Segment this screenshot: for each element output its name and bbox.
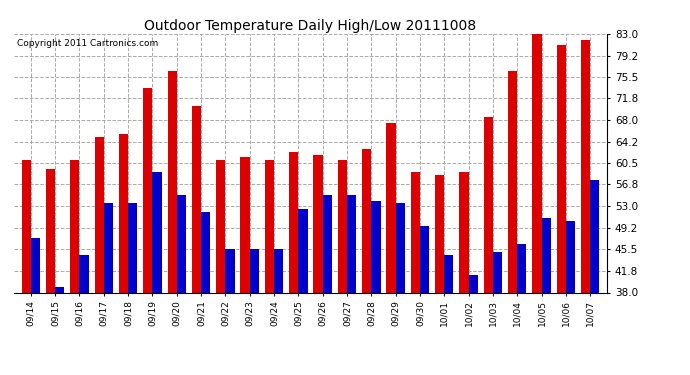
Bar [265,160,274,292]
Bar [168,71,177,292]
Bar [371,201,381,292]
Bar [240,158,250,292]
Bar [435,175,444,292]
Bar [192,106,201,292]
Bar [323,195,332,292]
Bar [460,172,469,292]
Bar [395,203,405,292]
Bar [274,249,284,292]
Bar [508,71,518,292]
Bar [493,252,502,292]
Bar [289,152,298,292]
Bar [469,275,477,292]
Bar [21,160,31,292]
Bar [313,154,323,292]
Bar [298,209,308,292]
Bar [144,88,152,292]
Bar [444,255,453,292]
Bar [216,160,226,292]
Bar [70,160,79,292]
Bar [128,203,137,292]
Bar [518,244,526,292]
Bar [250,249,259,292]
Bar [119,134,128,292]
Bar [46,169,55,292]
Bar [347,195,356,292]
Bar [104,203,113,292]
Bar [590,180,600,292]
Bar [177,195,186,292]
Bar [152,172,161,292]
Bar [95,137,103,292]
Bar [386,123,395,292]
Bar [557,45,566,292]
Text: Copyright 2011 Cartronics.com: Copyright 2011 Cartronics.com [17,39,158,48]
Title: Outdoor Temperature Daily High/Low 20111008: Outdoor Temperature Daily High/Low 20111… [144,19,477,33]
Bar [362,149,371,292]
Bar [581,39,590,292]
Bar [31,238,40,292]
Bar [226,249,235,292]
Bar [542,218,551,292]
Bar [411,172,420,292]
Bar [55,287,64,292]
Bar [337,160,347,292]
Bar [420,226,429,292]
Bar [566,220,575,292]
Bar [484,117,493,292]
Bar [532,34,542,292]
Bar [201,212,210,292]
Bar [79,255,89,292]
